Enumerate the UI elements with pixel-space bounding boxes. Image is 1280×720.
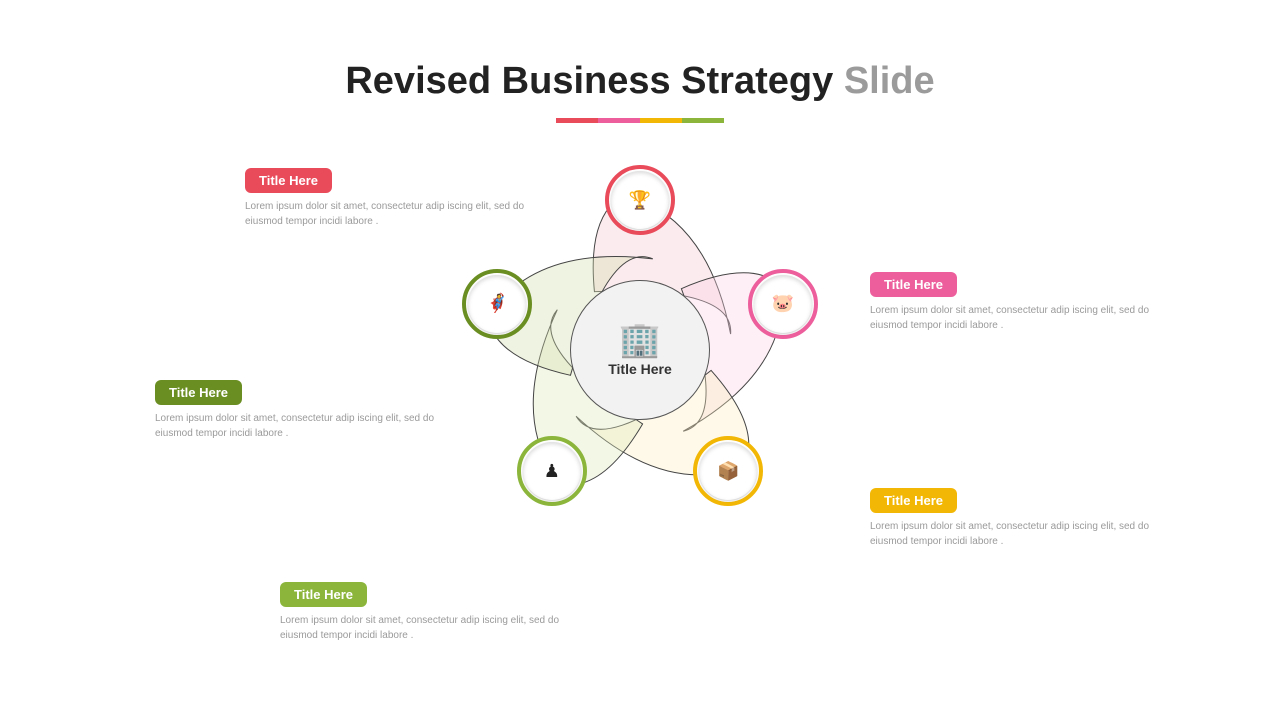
title-pill-1: Title Here xyxy=(870,272,957,297)
center-label: Title Here xyxy=(608,361,672,377)
petal-icon-2: 📦 xyxy=(717,461,739,482)
desc-text-2: Lorem ipsum dolor sit amet, consectetur … xyxy=(870,519,1160,549)
desc-text-1: Lorem ipsum dolor sit amet, consectetur … xyxy=(870,303,1160,333)
petal-icon-3: ♟ xyxy=(544,461,560,482)
text-block-1: Title Here Lorem ipsum dolor sit amet, co… xyxy=(870,272,1160,333)
petal-node-1: 🐷 xyxy=(754,275,812,333)
title-underline xyxy=(556,118,724,123)
title-main: Revised Business Strategy xyxy=(345,60,833,102)
petal-icon-0: 🏆 xyxy=(629,190,651,211)
title-sub: Slide xyxy=(844,60,935,102)
petal-node-3: ♟ xyxy=(523,442,581,500)
petal-node-0: 🏆 xyxy=(611,171,669,229)
slide-title: Revised Business Strategy Slide xyxy=(0,60,1280,103)
center-circle: 🏢 Title Here xyxy=(570,280,710,420)
buildings-icon: 🏢 xyxy=(619,323,661,357)
title-pill-0: Title Here xyxy=(245,168,332,193)
title-pill-3: Title Here xyxy=(280,582,367,607)
title-pill-4: Title Here xyxy=(155,380,242,405)
text-block-4: Title Here Lorem ipsum dolor sit amet, co… xyxy=(155,380,445,441)
petal-node-4: 🦸 xyxy=(468,275,526,333)
title-pill-2: Title Here xyxy=(870,488,957,513)
desc-text-3: Lorem ipsum dolor sit amet, consectetur … xyxy=(280,613,570,643)
text-block-3: Title Here Lorem ipsum dolor sit amet, co… xyxy=(280,582,570,643)
petal-icon-1: 🐷 xyxy=(771,293,793,314)
desc-text-4: Lorem ipsum dolor sit amet, consectetur … xyxy=(155,411,445,441)
text-block-0: Title Here Lorem ipsum dolor sit amet, co… xyxy=(245,168,535,229)
desc-text-0: Lorem ipsum dolor sit amet, consectetur … xyxy=(245,199,535,229)
petal-icon-4: 🦸 xyxy=(486,293,508,314)
text-block-2: Title Here Lorem ipsum dolor sit amet, co… xyxy=(870,488,1160,549)
